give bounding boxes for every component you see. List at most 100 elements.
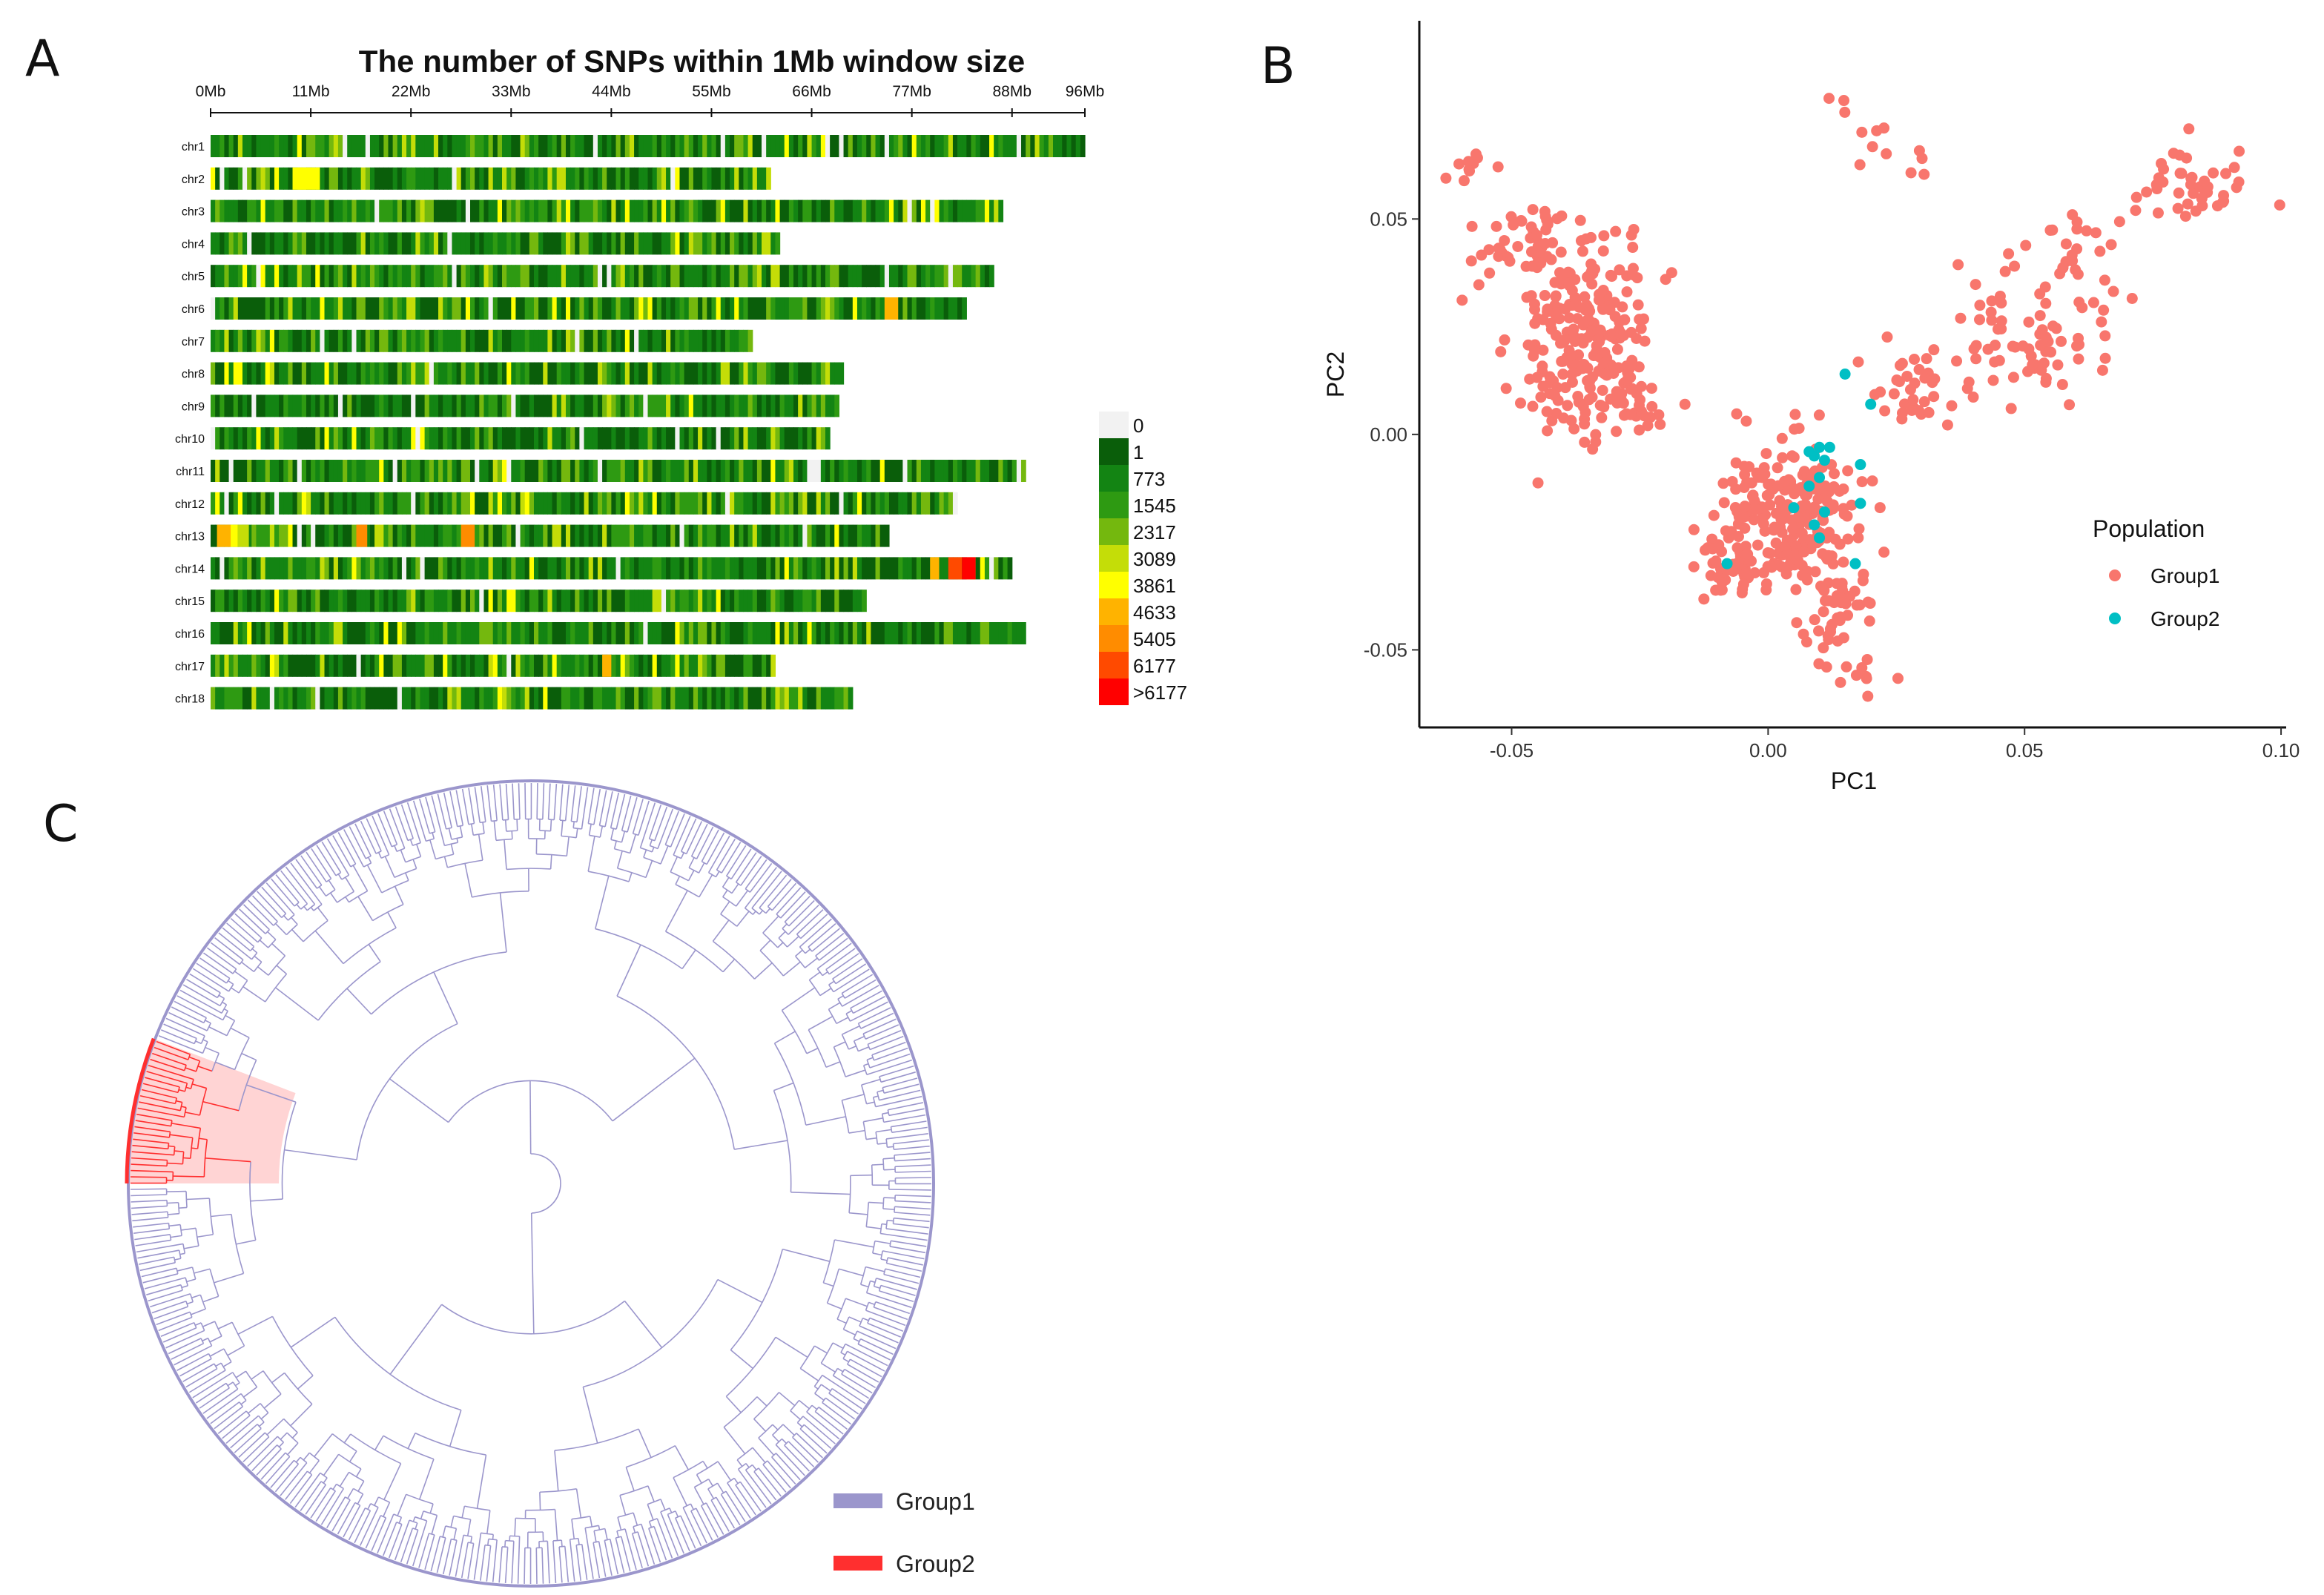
snp-bin [483, 330, 489, 352]
heatmap-legend-swatch [1099, 465, 1129, 492]
tree-branch [891, 1121, 926, 1127]
snp-bin [251, 297, 257, 320]
snp-bin [270, 265, 275, 287]
pca-point-group1 [2041, 373, 2052, 384]
tree-branch [383, 1502, 390, 1516]
snp-bin [721, 622, 726, 644]
tree-arc [560, 820, 566, 821]
tree-arc [739, 1464, 746, 1470]
snp-bin [643, 655, 648, 677]
snp-bin [976, 265, 981, 287]
snp-bin [483, 557, 489, 579]
tree-arc [723, 897, 736, 907]
snp-bin [297, 394, 303, 417]
snp-bin [812, 460, 817, 482]
snp-bin [338, 363, 343, 385]
tree-branch [626, 1467, 634, 1491]
snp-bin [411, 655, 416, 677]
snp-bin [834, 492, 839, 515]
snp-bin [374, 265, 380, 287]
snp-bin [374, 427, 380, 449]
snp-bin [211, 168, 216, 190]
snp-bin [529, 297, 535, 320]
snp-bin [425, 492, 430, 515]
snp-bin [543, 394, 548, 417]
pca-point-group1 [1619, 314, 1630, 326]
snp-bin [475, 427, 480, 449]
tree-arc [317, 885, 321, 888]
snp-bin [434, 168, 439, 190]
snp-bin [457, 492, 462, 515]
snp-bin [885, 557, 890, 579]
tree-branch [716, 871, 719, 876]
snp-bin [770, 687, 776, 710]
snp-bin [425, 687, 430, 710]
tree-branch [196, 1041, 202, 1043]
snp-bin [657, 557, 662, 579]
snp-bin [552, 200, 558, 222]
tree-branch [549, 784, 550, 819]
snp-bin [698, 427, 703, 449]
snp-bin [643, 427, 648, 449]
snp-bin [630, 330, 635, 352]
snp-bin [329, 232, 334, 254]
tree-arc [727, 1478, 734, 1482]
snp-bin [675, 200, 680, 222]
snp-bin [461, 297, 466, 320]
tree-arc [232, 1322, 244, 1346]
snp-bin [325, 427, 330, 449]
tree-branch [317, 908, 328, 921]
tree-branch [876, 1129, 891, 1132]
snp-bin [388, 394, 393, 417]
snp-bin [361, 460, 366, 482]
tree-branch [463, 789, 469, 825]
snp-bin [475, 265, 480, 287]
tree-arc [887, 1258, 888, 1264]
snp-bin [862, 622, 867, 644]
snp-bin [489, 297, 494, 320]
tree-branch [846, 1011, 852, 1014]
tree-branch [621, 831, 624, 842]
snp-bin [757, 590, 762, 612]
snp-bin [557, 200, 562, 222]
tree-branch [618, 1517, 621, 1530]
snp-bin [679, 427, 684, 449]
snp-bin [452, 460, 457, 482]
snp-bin [475, 232, 480, 254]
snp-bin [288, 135, 293, 157]
snp-bin [361, 168, 366, 190]
snp-bin [393, 460, 398, 482]
snp-bin [766, 265, 771, 287]
snp-bin [998, 622, 1003, 644]
snp-bin [457, 460, 462, 482]
tree-branch [432, 833, 434, 839]
snp-bin [234, 590, 239, 612]
snp-bin [643, 135, 648, 157]
snp-bin [934, 460, 940, 482]
snp-bin [397, 363, 403, 385]
snp-bin [693, 297, 699, 320]
snp-bin [698, 330, 703, 352]
tree-branch [379, 852, 382, 858]
snp-bin [812, 363, 817, 385]
snp-bin [402, 525, 407, 547]
snp-bin [288, 557, 293, 579]
snp-bin [279, 525, 284, 547]
tree-branch [638, 801, 649, 835]
snp-bin [506, 622, 512, 644]
snp-bin [511, 622, 516, 644]
pca-point-group1 [1734, 512, 1745, 523]
snp-bin [679, 265, 684, 287]
snp-bin [366, 492, 371, 515]
tree-branch [565, 1546, 569, 1582]
tree-branch [895, 1201, 931, 1203]
tree-branch [171, 1235, 182, 1237]
tree-branch [611, 828, 613, 839]
pca-point-group1 [1987, 374, 1998, 386]
pca-point-group1 [1501, 383, 1512, 394]
tree-branch [285, 867, 314, 905]
snp-bin [839, 492, 844, 515]
snp-bin [611, 265, 616, 287]
tree-arc [373, 905, 403, 921]
tree-branch [690, 1504, 693, 1510]
